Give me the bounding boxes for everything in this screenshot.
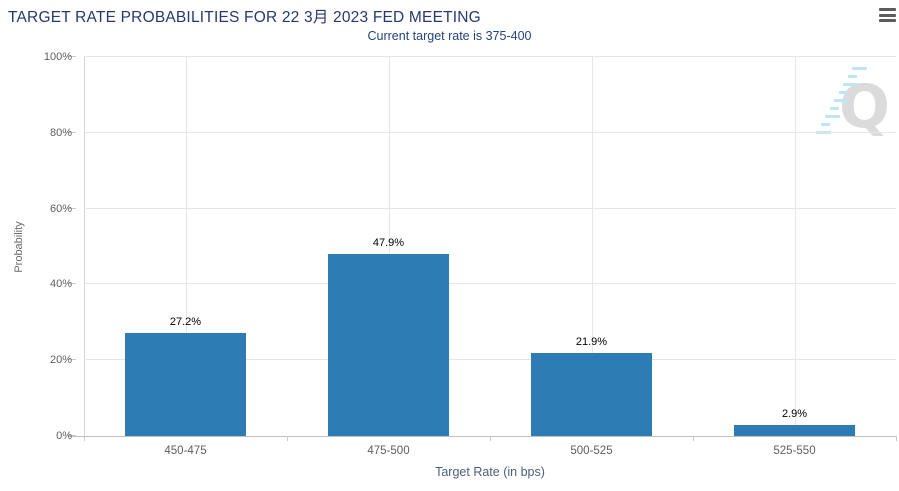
category-column: 21.9% 500-525	[490, 57, 693, 457]
x-tick-mark	[287, 436, 288, 441]
y-tick-mark	[68, 359, 76, 361]
chart-subtitle: Current target rate is 375-400	[367, 29, 532, 43]
hamburger-bar	[879, 13, 896, 17]
y-gridline	[84, 131, 896, 133]
probability-bar[interactable]	[530, 353, 653, 436]
x-tick-mark	[490, 436, 491, 441]
y-gridline	[84, 56, 896, 57]
y-tick-label: 60%	[49, 202, 72, 215]
hamburger-bar	[879, 8, 896, 11]
x-category-label: 475-500	[367, 445, 410, 457]
category-center-gridline	[388, 57, 390, 436]
bar-value-label: 21.9%	[575, 336, 608, 348]
y-axis-title: Probability	[13, 220, 25, 273]
chart-title: TARGET RATE PROBABILITIES FOR 22 3月 2023…	[8, 9, 481, 26]
y-tick-label: 0%	[56, 430, 72, 442]
y-gridline	[84, 359, 896, 361]
y-tick-mark	[68, 207, 76, 209]
category-column: 2.9% 525-550	[693, 57, 896, 457]
y-gridline	[84, 283, 896, 285]
y-gridline	[84, 207, 896, 209]
category-column: 27.2% 450-475	[84, 57, 287, 457]
probability-bar[interactable]	[327, 254, 450, 436]
category-center-gridline	[591, 57, 593, 436]
bar-chart: Probability Q 0% 20% 40% 60% 80% 100% 27.2% 450…	[0, 51, 899, 457]
x-tick-mark	[896, 436, 897, 441]
bar-value-label: 47.9%	[372, 237, 405, 250]
hamburger-menu-icon[interactable]	[879, 8, 896, 24]
x-tick-mark	[693, 436, 694, 441]
x-tick-mark	[84, 436, 85, 441]
y-axis-line	[84, 57, 85, 436]
y-tick-mark	[68, 56, 76, 57]
y-tick-label: 100%	[43, 51, 72, 63]
y-tick-label: 40%	[49, 278, 72, 291]
bar-value-label: 2.9%	[781, 408, 808, 421]
probability-bar[interactable]	[124, 332, 247, 436]
y-tick-mark	[68, 435, 76, 436]
hamburger-bar	[879, 19, 896, 22]
y-tick-label: 80%	[49, 126, 72, 139]
category-column: 47.9% 475-500	[287, 57, 490, 457]
y-tick-mark	[68, 131, 76, 133]
x-category-label: 525-550	[773, 445, 816, 457]
x-category-label: 500-525	[570, 445, 613, 457]
category-center-gridline	[794, 57, 796, 436]
x-axis-title: Target Rate (in bps)	[435, 465, 545, 479]
x-category-label: 450-475	[164, 445, 207, 457]
x-axis-line	[68, 436, 896, 437]
bar-value-label: 27.2%	[169, 315, 202, 328]
plot-area: Q 0% 20% 40% 60% 80% 100% 27.2% 450-475 47.9% 475…	[44, 51, 897, 457]
y-tick-mark	[68, 283, 76, 285]
probability-bar[interactable]	[733, 425, 856, 436]
category-center-gridline	[185, 57, 187, 436]
y-tick-label: 20%	[49, 354, 72, 367]
